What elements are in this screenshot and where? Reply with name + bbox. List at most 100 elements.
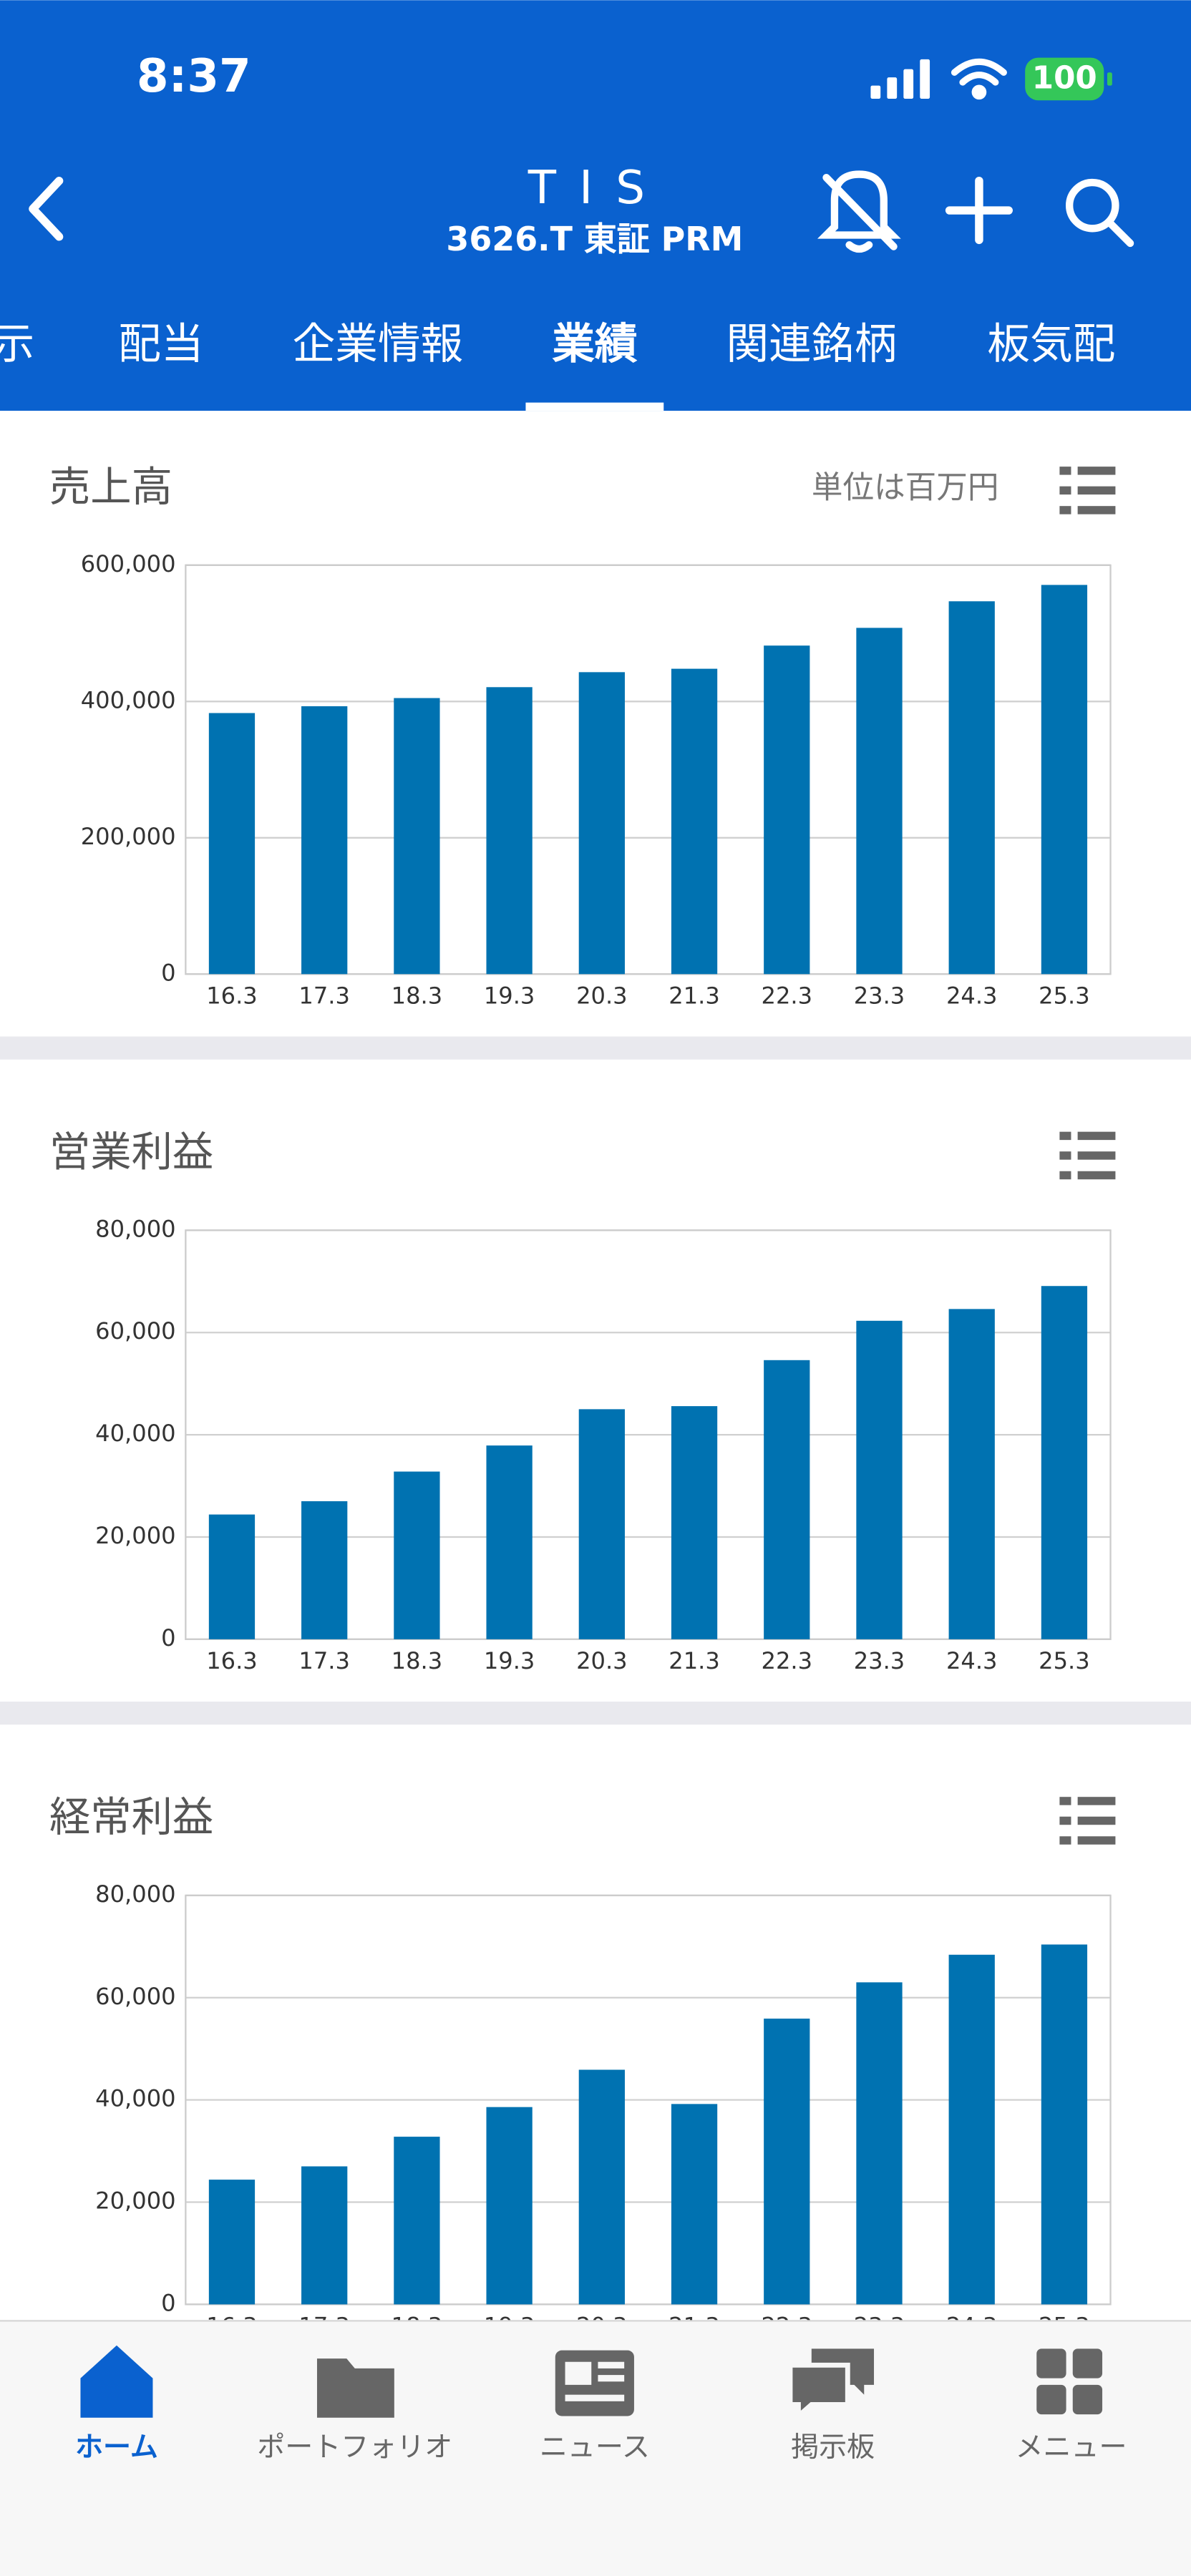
bar (764, 2019, 810, 2305)
x-tick-label: 19.3 (484, 982, 535, 1009)
list-icon-bullet (1059, 1816, 1071, 1825)
x-tick-label: 20.3 (576, 982, 628, 1009)
x-tick-label: 25.3 (1039, 1647, 1090, 1674)
battery-icon (1025, 57, 1104, 101)
y-tick-label: 80,000 (95, 1215, 175, 1242)
tab[interactable]: 板気配 (987, 320, 1115, 369)
bar (394, 2137, 440, 2305)
status-time: 8:37 (137, 49, 251, 103)
home-icon[interactable] (80, 2345, 153, 2418)
x-tick-label: 16.3 (206, 1647, 258, 1674)
plot-border (185, 564, 1112, 975)
bar (394, 698, 440, 975)
list-icon-line (1077, 1816, 1116, 1825)
list-icon-line (1077, 1836, 1116, 1845)
alert-off-button[interactable] (817, 170, 901, 253)
list-icon-line (1077, 467, 1116, 475)
y-tick-label: 60,000 (95, 1983, 175, 2010)
list-icon-line (1077, 1151, 1116, 1160)
x-tick-label: 22.3 (762, 1647, 813, 1674)
y-tick-label: 40,000 (95, 2085, 175, 2112)
news-icon[interactable] (555, 2350, 634, 2416)
bar (301, 706, 348, 975)
plot-border (185, 1894, 1112, 2306)
bottom-nav: ホーム ポートフォリオ ニュース 掲示板 メニュー (0, 2320, 1191, 2576)
back-button[interactable] (29, 177, 64, 241)
y-tick-label: 80,000 (95, 1880, 175, 1908)
nav-label[interactable]: ホーム (75, 2431, 158, 2464)
x-tick-label: 19.3 (484, 1647, 535, 1674)
portfolio-icon[interactable] (316, 2358, 394, 2418)
nav-labels: ホーム ポートフォリオ ニュース 掲示板 メニュー (75, 2431, 1127, 2464)
tab-bar: 示 配当 企業情報 業績 関連銘柄 板気配 (0, 320, 1115, 369)
x-tick-label: 17.3 (298, 982, 350, 1009)
bar (578, 672, 625, 975)
bar (948, 1954, 995, 2305)
search-button[interactable] (1065, 178, 1134, 248)
list-icon-line (1077, 1171, 1116, 1180)
tab[interactable]: 企業情報 (293, 320, 464, 369)
bar (764, 645, 810, 975)
tab[interactable]: 示 (0, 320, 34, 369)
tab[interactable]: 業績 (552, 320, 638, 369)
bar (948, 601, 995, 975)
stock-code: 3626.T 東証 PRM (446, 220, 743, 258)
y-tick-label: 200,000 (81, 823, 176, 850)
y-tick-label: 20,000 (95, 2187, 175, 2215)
battery-tip (1107, 72, 1112, 86)
x-tick-label: 21.3 (669, 1647, 720, 1674)
bar (301, 1501, 348, 1639)
list-view-button[interactable] (1059, 1797, 1116, 1845)
unit-label: 単位は百万円 (812, 470, 999, 506)
x-tick-label: 23.3 (854, 982, 905, 1009)
list-icon-bullet (1059, 1131, 1071, 1141)
list-icon-bullet (1059, 486, 1071, 495)
nav-label[interactable]: ニュース (540, 2431, 650, 2464)
bar (208, 1514, 256, 1639)
bar (208, 713, 256, 975)
bar (856, 1320, 903, 1639)
chart-card: 売上高 単位は百万円 0 200,000 400,000 600,000 16.3 17.3 1… (49, 463, 1116, 1009)
bar (671, 668, 718, 975)
list-icon-bullet (1059, 467, 1071, 475)
tab[interactable]: 関連銘柄 (726, 320, 898, 369)
list-view-button[interactable] (1059, 1131, 1116, 1180)
y-tick-label: 600,000 (81, 550, 176, 577)
list-view-button[interactable] (1059, 467, 1116, 514)
add-button[interactable] (945, 177, 1013, 245)
active-tab-indicator (525, 402, 664, 411)
chart-title: 経常利益 (49, 1793, 213, 1841)
x-tick-label: 21.3 (669, 982, 720, 1009)
bar (671, 2104, 718, 2305)
nav-label[interactable]: ポートフォリオ (257, 2431, 452, 2464)
nav-label[interactable]: メニュー (1015, 2431, 1127, 2464)
bar (1041, 1286, 1088, 1639)
bar (394, 1471, 440, 1639)
card-separator (0, 1702, 1191, 1725)
bar (208, 2180, 256, 2305)
card-separator (0, 1036, 1191, 1060)
menu-icon[interactable] (1036, 2348, 1103, 2415)
wifi-icon (951, 58, 1007, 100)
x-tick-label: 23.3 (854, 1647, 905, 1674)
tab[interactable]: 配当 (118, 320, 203, 369)
bar (1041, 585, 1088, 975)
y-tick-label: 400,000 (81, 686, 176, 713)
list-icon-line (1077, 506, 1116, 514)
list-icon-bullet (1059, 506, 1071, 514)
bar (1041, 1944, 1088, 2305)
x-tick-label: 16.3 (206, 982, 258, 1009)
list-icon-bullet (1059, 1797, 1071, 1805)
x-tick-label: 24.3 (946, 1647, 998, 1674)
list-icon-line (1077, 486, 1116, 495)
charts: 売上高 単位は百万円 0 200,000 400,000 600,000 16.3 17.3 1… (49, 463, 1116, 2340)
bar (486, 2107, 533, 2305)
bar (486, 687, 533, 975)
stock-name: TIS (528, 161, 668, 215)
y-tick-label: 0 (161, 2289, 175, 2316)
list-icon-bullet (1059, 1151, 1071, 1160)
nav-label[interactable]: 掲示板 (791, 2431, 875, 2464)
board-icon[interactable] (787, 2348, 875, 2422)
x-tick-label: 22.3 (762, 982, 813, 1009)
list-icon-line (1077, 1797, 1116, 1805)
